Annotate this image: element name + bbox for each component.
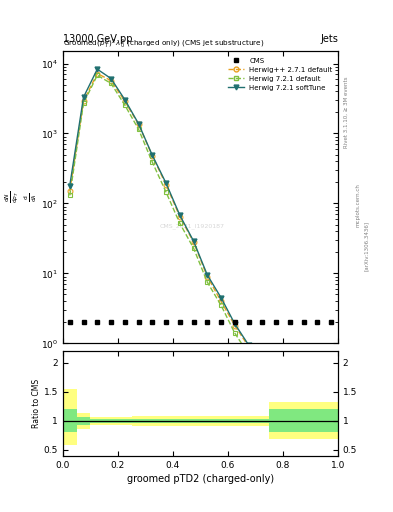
Text: Rivet 3.1.10, ≥ 3M events: Rivet 3.1.10, ≥ 3M events	[344, 77, 349, 148]
Text: Groomed$(p_T^D)^2\,\lambda_0^\mathrm{2}$ (charged only) (CMS jet substructure): Groomed$(p_T^D)^2\,\lambda_0^\mathrm{2}$…	[63, 38, 264, 51]
Text: Jets: Jets	[320, 33, 338, 44]
X-axis label: groomed pTD2 (charged-only): groomed pTD2 (charged-only)	[127, 474, 274, 484]
Y-axis label: Ratio to CMS: Ratio to CMS	[32, 379, 41, 428]
Text: CMS_2021_I1920187: CMS_2021_I1920187	[160, 224, 225, 229]
Text: [arXiv:1306.3436]: [arXiv:1306.3436]	[364, 221, 369, 271]
Legend: CMS, Herwig++ 2.7.1 default, Herwig 7.2.1 default, Herwig 7.2.1 softTune: CMS, Herwig++ 2.7.1 default, Herwig 7.2.…	[226, 55, 334, 94]
Y-axis label: $\frac{1}{\mathrm{d}N}$
$\frac{\mathrm{d}N}{\mathrm{d}p_T}$
$\frac{\mathrm{d}}{\: $\frac{1}{\mathrm{d}N}$ $\frac{\mathrm{d…	[0, 191, 39, 203]
Text: 13000 GeV pp: 13000 GeV pp	[63, 33, 132, 44]
Text: mcplots.cern.ch: mcplots.cern.ch	[356, 183, 361, 227]
